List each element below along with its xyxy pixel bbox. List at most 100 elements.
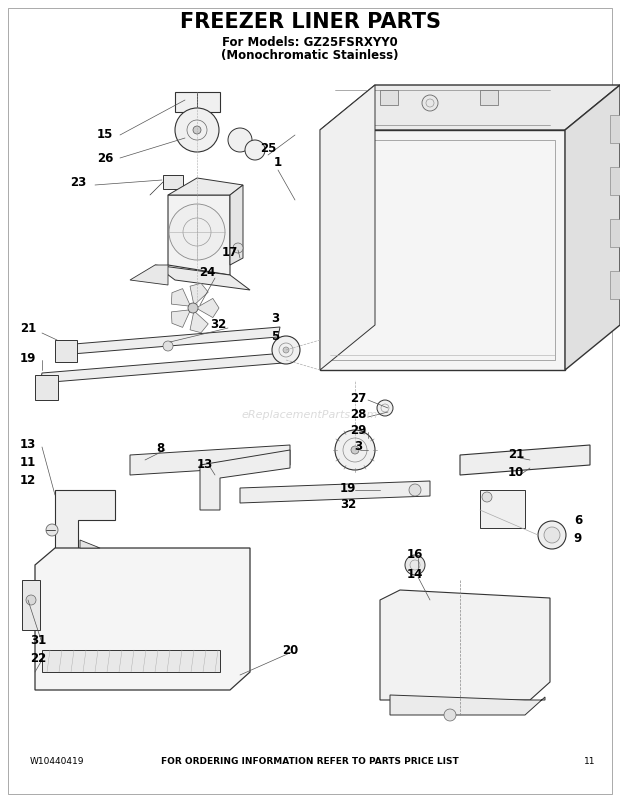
Polygon shape <box>190 311 208 333</box>
Circle shape <box>422 95 438 111</box>
Text: 8: 8 <box>156 441 164 455</box>
Polygon shape <box>565 85 620 370</box>
Bar <box>610 167 620 195</box>
Circle shape <box>193 126 201 134</box>
Circle shape <box>283 347 289 353</box>
Text: 3: 3 <box>354 440 362 453</box>
Polygon shape <box>42 650 220 672</box>
Circle shape <box>538 521 566 549</box>
Text: 27: 27 <box>350 391 366 404</box>
Text: 13: 13 <box>20 439 36 452</box>
Text: FREEZER LINER PARTS: FREEZER LINER PARTS <box>180 12 440 32</box>
Polygon shape <box>130 445 290 475</box>
Text: 13: 13 <box>197 459 213 472</box>
Text: 32: 32 <box>340 499 356 512</box>
Polygon shape <box>60 327 280 355</box>
Circle shape <box>46 524 58 536</box>
Text: 5: 5 <box>271 330 279 342</box>
Text: W10440419: W10440419 <box>30 758 84 767</box>
Polygon shape <box>230 185 243 265</box>
Text: 3: 3 <box>271 311 279 325</box>
Circle shape <box>228 128 252 152</box>
Text: 29: 29 <box>350 423 366 436</box>
Text: 14: 14 <box>407 569 423 581</box>
Polygon shape <box>168 195 230 275</box>
Text: 11: 11 <box>584 758 596 767</box>
Polygon shape <box>320 85 375 370</box>
Text: 32: 32 <box>210 318 226 331</box>
Bar <box>22 580 40 630</box>
Polygon shape <box>380 590 550 700</box>
Text: 9: 9 <box>574 532 582 545</box>
Circle shape <box>335 430 375 470</box>
Polygon shape <box>55 490 115 560</box>
Polygon shape <box>460 445 590 475</box>
Text: 28: 28 <box>350 408 366 422</box>
Text: 31: 31 <box>30 634 46 646</box>
Circle shape <box>272 336 300 364</box>
Polygon shape <box>130 265 168 285</box>
Circle shape <box>444 709 456 721</box>
Circle shape <box>409 484 421 496</box>
Text: For Models: GZ25FSRXYY0: For Models: GZ25FSRXYY0 <box>222 35 398 48</box>
Circle shape <box>482 492 492 502</box>
Circle shape <box>175 108 219 152</box>
Circle shape <box>245 140 265 160</box>
Text: 26: 26 <box>97 152 113 164</box>
Text: 24: 24 <box>199 265 215 278</box>
Text: eReplacementParts.com: eReplacementParts.com <box>242 410 378 420</box>
Bar <box>330 140 555 360</box>
Circle shape <box>405 555 425 575</box>
Bar <box>380 90 398 105</box>
Circle shape <box>233 243 243 253</box>
Polygon shape <box>320 130 565 370</box>
Text: (Monochromatic Stainless): (Monochromatic Stainless) <box>221 50 399 63</box>
Polygon shape <box>190 283 208 305</box>
Text: 10: 10 <box>508 467 524 480</box>
Text: 11: 11 <box>20 456 36 469</box>
Circle shape <box>351 446 359 454</box>
Text: 22: 22 <box>30 651 46 665</box>
Text: 21: 21 <box>508 448 524 461</box>
Polygon shape <box>171 310 190 327</box>
Polygon shape <box>35 375 58 400</box>
Text: 25: 25 <box>260 141 276 155</box>
Text: 15: 15 <box>97 128 113 141</box>
Text: 23: 23 <box>70 176 86 189</box>
Text: 17: 17 <box>222 245 238 258</box>
Bar <box>55 340 77 362</box>
Polygon shape <box>40 353 285 383</box>
Bar <box>480 490 525 528</box>
Text: 19: 19 <box>20 351 36 364</box>
Text: 19: 19 <box>340 481 356 495</box>
Circle shape <box>26 595 36 605</box>
Polygon shape <box>200 450 290 510</box>
Polygon shape <box>80 540 100 548</box>
Polygon shape <box>320 85 620 130</box>
Bar <box>175 92 220 112</box>
Circle shape <box>544 527 560 543</box>
Circle shape <box>169 204 225 260</box>
Circle shape <box>188 303 198 313</box>
Bar <box>610 271 620 299</box>
Text: 6: 6 <box>574 513 582 526</box>
Text: 12: 12 <box>20 475 36 488</box>
Polygon shape <box>171 289 190 306</box>
Polygon shape <box>240 481 430 503</box>
Text: 20: 20 <box>282 643 298 657</box>
Circle shape <box>377 400 393 416</box>
Bar <box>610 219 620 247</box>
Polygon shape <box>155 265 250 290</box>
Text: FOR ORDERING INFORMATION REFER TO PARTS PRICE LIST: FOR ORDERING INFORMATION REFER TO PARTS … <box>161 758 459 767</box>
Bar <box>480 90 498 105</box>
Bar <box>610 115 620 143</box>
Circle shape <box>163 341 173 351</box>
Polygon shape <box>35 548 250 690</box>
Text: 21: 21 <box>20 322 36 334</box>
Text: 16: 16 <box>407 549 423 561</box>
Polygon shape <box>390 695 545 715</box>
Polygon shape <box>196 298 219 318</box>
Text: 1: 1 <box>274 156 282 169</box>
Bar <box>163 175 183 189</box>
Polygon shape <box>168 178 243 195</box>
